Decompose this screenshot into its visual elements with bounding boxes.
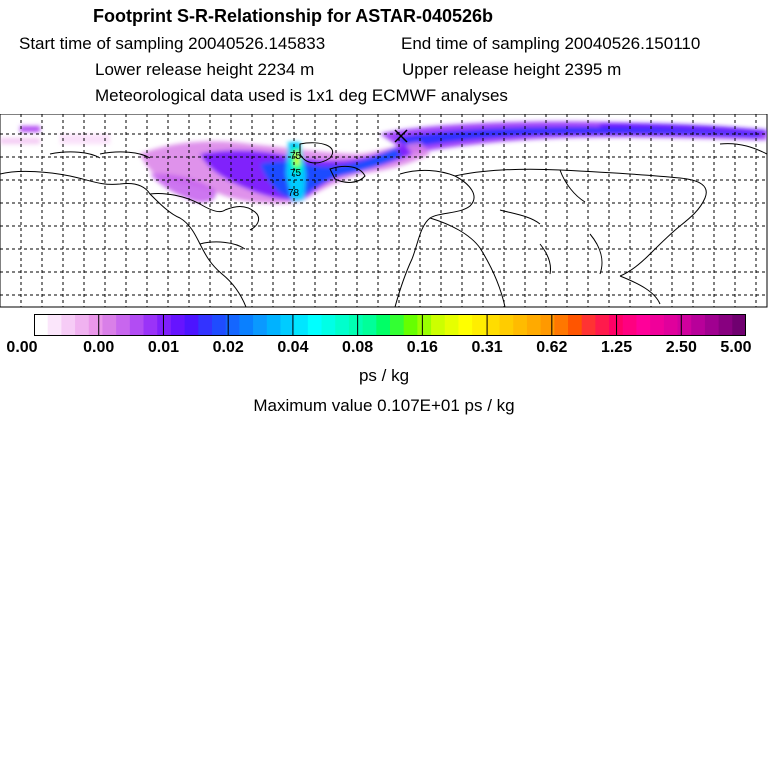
colorbar-cell <box>362 314 377 336</box>
colorbar-cell <box>239 314 254 336</box>
met-data-label: Meteorological data used is 1x1 deg ECMW… <box>95 86 508 105</box>
colorbar-cell <box>663 314 679 336</box>
plot-title: Footprint S-R-Relationship for ASTAR-040… <box>93 6 494 26</box>
colorbar-tick-label: 0.62 <box>536 339 568 356</box>
colorbar-cell <box>595 314 610 336</box>
colorbar-cell <box>335 314 350 336</box>
colorbar-cell <box>307 314 323 336</box>
colorbar <box>34 314 746 336</box>
colorbar-tick-label: 0.08 <box>342 339 374 356</box>
colorbar-cell <box>266 314 281 336</box>
colorbar-cell <box>431 314 446 336</box>
upper-height-label: Upper release height 2395 m <box>402 60 622 79</box>
colorbar-cell <box>198 314 213 336</box>
colorbar-tick-label: 0.00 <box>83 339 115 356</box>
colorbar-tick-label: 1.25 <box>600 339 633 356</box>
colorbar-cell <box>499 314 514 336</box>
end-time-label: End time of sampling 20040526.150110 <box>401 34 701 53</box>
colorbar-tick-label: 0.04 <box>277 339 309 356</box>
colorbar-cell <box>116 314 131 336</box>
colorbar-cell <box>691 314 706 336</box>
colorbar-cell <box>718 314 733 336</box>
colorbar-cell <box>102 314 117 336</box>
colorbar-cell <box>47 314 62 336</box>
colorbar-cell <box>568 314 583 336</box>
colorbar-cell <box>732 314 746 336</box>
colorbar-cell <box>650 314 665 336</box>
colorbar-tick-label: 0.16 <box>406 339 438 356</box>
map-label-2: 75 <box>290 168 302 179</box>
colorbar-cell <box>143 314 158 336</box>
colorbar-cell <box>472 314 487 336</box>
colorbar-tick-label: 5.00 <box>720 339 752 356</box>
colorbar-cell <box>170 314 186 336</box>
map-label-1: 75 <box>290 151 302 162</box>
colorbar-cell <box>225 314 240 336</box>
colorbar-cell <box>253 314 268 336</box>
colorbar-cell <box>485 314 501 336</box>
colorbar-cell <box>417 314 432 336</box>
colorbar-cell <box>513 314 528 336</box>
colorbar-cell <box>390 314 405 336</box>
colorbar-cell <box>75 314 90 336</box>
colorbar-cell <box>622 314 637 336</box>
colorbar-cell <box>157 314 172 336</box>
footprint-map: 75 75 78 <box>0 114 768 308</box>
map-frame <box>0 114 768 308</box>
max-value-label: Maximum value 0.107E+01 ps / kg <box>253 396 515 415</box>
colorbar-cell <box>458 314 473 336</box>
release-site-marker <box>394 129 408 143</box>
colorbar-cell <box>61 314 76 336</box>
colorbar-cell <box>677 314 692 336</box>
colorbar-cell <box>581 314 596 336</box>
colorbar-cell <box>212 314 227 336</box>
colorbar-unit-label: ps / kg <box>358 366 410 385</box>
colorbar-tick-label: 0.00 <box>6 339 38 356</box>
colorbar-cell <box>376 314 391 336</box>
colorbar-tick-label: 2.50 <box>665 339 697 356</box>
colorbar-frame <box>34 314 746 336</box>
colorbar-tick-label: 0.02 <box>212 339 244 356</box>
colorbar-cell <box>704 314 720 336</box>
colorbar-cell <box>526 314 542 336</box>
colorbar-cell <box>636 314 651 336</box>
colorbar-cell <box>88 314 103 336</box>
colorbar-cell <box>34 314 49 336</box>
coastlines <box>0 142 767 307</box>
colorbar-cell <box>184 314 199 336</box>
graticule <box>0 114 767 307</box>
colorbar-cell <box>540 314 555 336</box>
colorbar-cell <box>280 314 295 336</box>
colorbar-cell <box>444 314 459 336</box>
start-time-label: Start time of sampling 20040526.145833 <box>19 34 326 53</box>
map-label-3: 78 <box>288 188 300 199</box>
lower-height-label: Lower release height 2234 m <box>95 60 315 79</box>
colorbar-cell <box>294 314 309 336</box>
colorbar-cell <box>403 314 418 336</box>
colorbar-cell <box>348 314 364 336</box>
colorbar-cell <box>129 314 145 336</box>
colorbar-cell <box>321 314 336 336</box>
colorbar-tick-label: 0.01 <box>147 339 180 356</box>
colorbar-tick-label: 0.31 <box>471 339 503 356</box>
colorbar-cell <box>554 314 569 336</box>
